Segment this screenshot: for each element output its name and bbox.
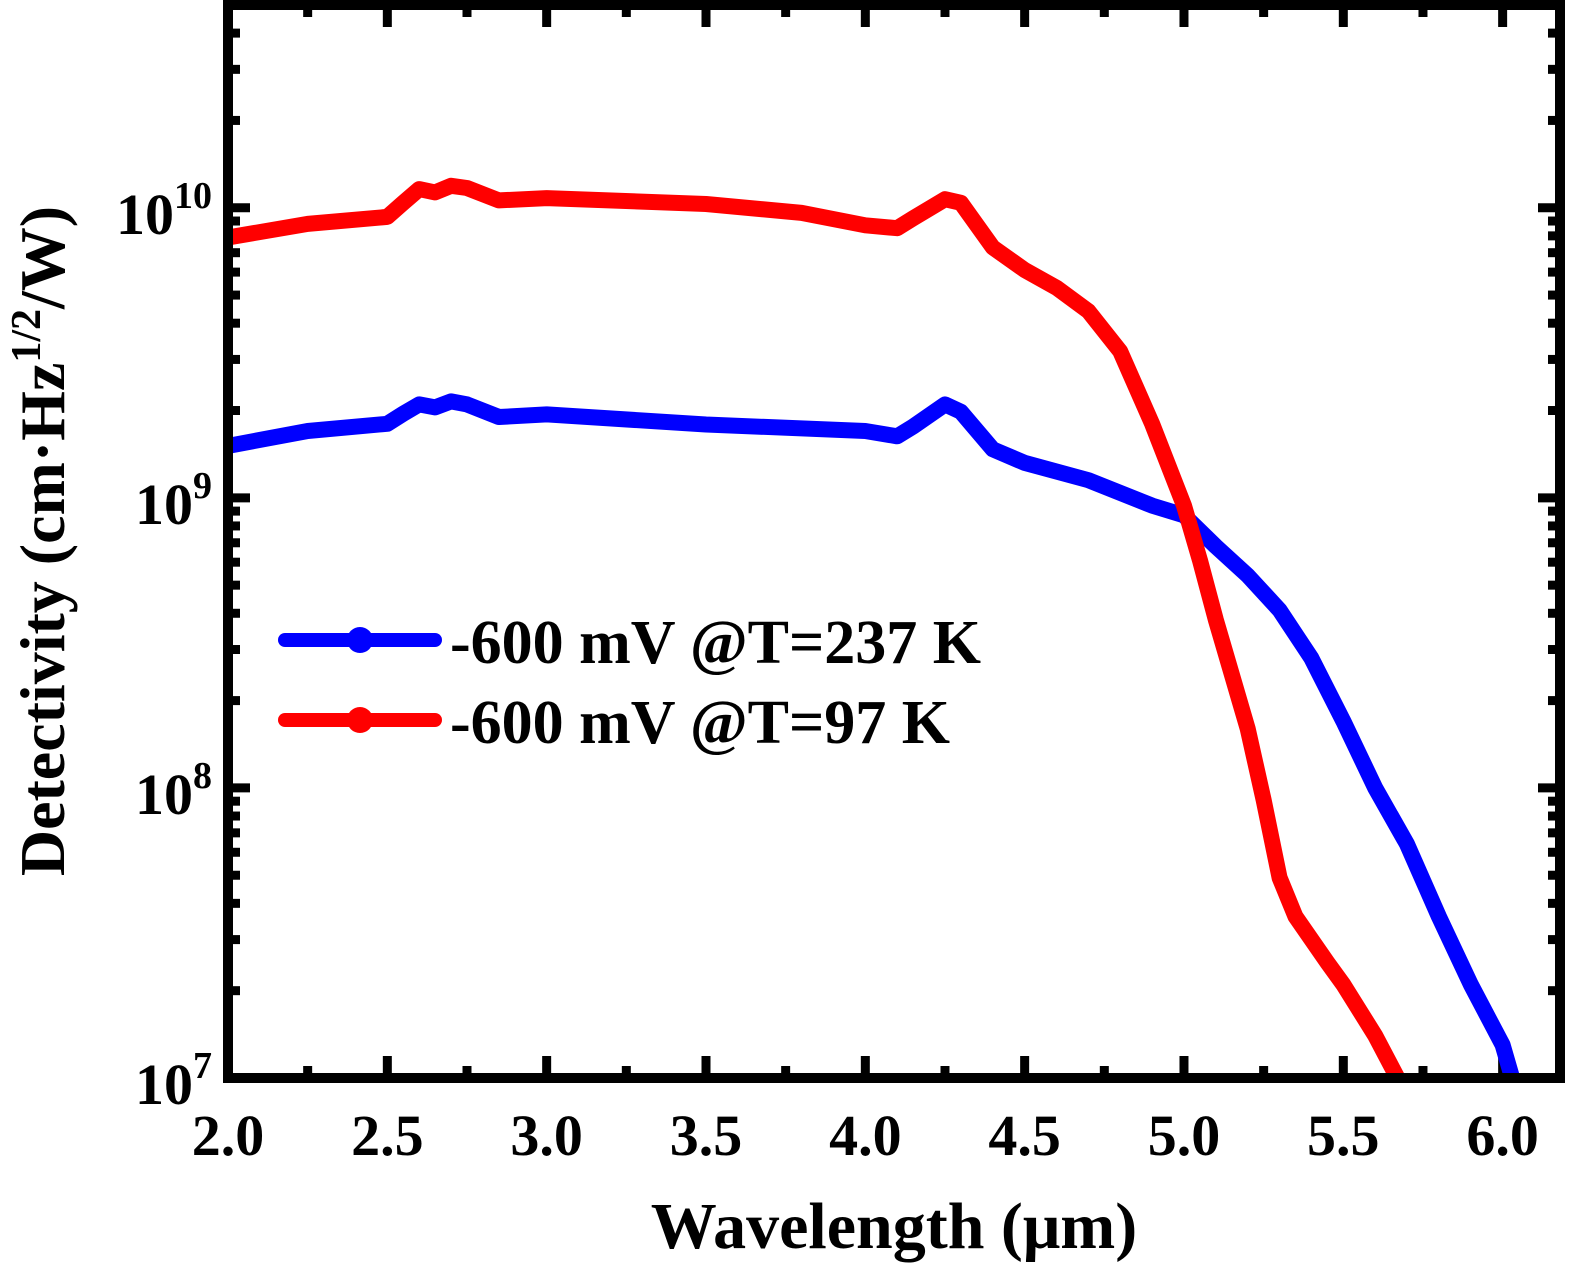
legend-marker-1 [347, 707, 373, 733]
y-axis-label: Detectivity (cm·Hz1/2/W) [4, 206, 78, 876]
y-tick-label: 108 [135, 755, 212, 827]
x-tick-label: 5.0 [1148, 1103, 1221, 1168]
x-tick-label: 5.5 [1307, 1103, 1380, 1168]
x-tick-label: 3.5 [670, 1103, 743, 1168]
axis-ticks [223, 0, 1560, 1083]
legend: -600 mV @T=237 K -600 mV @T=97 K [278, 609, 981, 757]
x-tick-labels: 2.0 2.5 3.0 3.5 4.0 4.5 5.0 5.5 6.0 [192, 1103, 1539, 1168]
legend-label-0: -600 mV @T=237 K [450, 609, 981, 677]
series-line-0 [233, 393, 1520, 1073]
x-tick-label: 2.5 [351, 1103, 424, 1168]
y-tick-label: 107 [135, 1045, 212, 1117]
x-tick-label: 2.0 [192, 1103, 265, 1168]
legend-marker-0 [347, 627, 373, 653]
x-tick-label: 4.5 [988, 1103, 1061, 1168]
plot-frame [223, 0, 1565, 1083]
y-tick-label: 109 [135, 465, 212, 537]
y-tick-labels: 107 108 109 1010 [116, 175, 212, 1117]
legend-label-1: -600 mV @T=97 K [450, 689, 950, 757]
x-tick-label: 4.0 [829, 1103, 902, 1168]
x-tick-label: 3.0 [510, 1103, 583, 1168]
x-tick-label: 6.0 [1466, 1103, 1539, 1168]
y-tick-label: 1010 [116, 175, 212, 247]
x-axis-label: Wavelength (μm) [651, 1190, 1138, 1263]
series-line-1 [233, 177, 1404, 1073]
data-curves [233, 177, 1520, 1073]
